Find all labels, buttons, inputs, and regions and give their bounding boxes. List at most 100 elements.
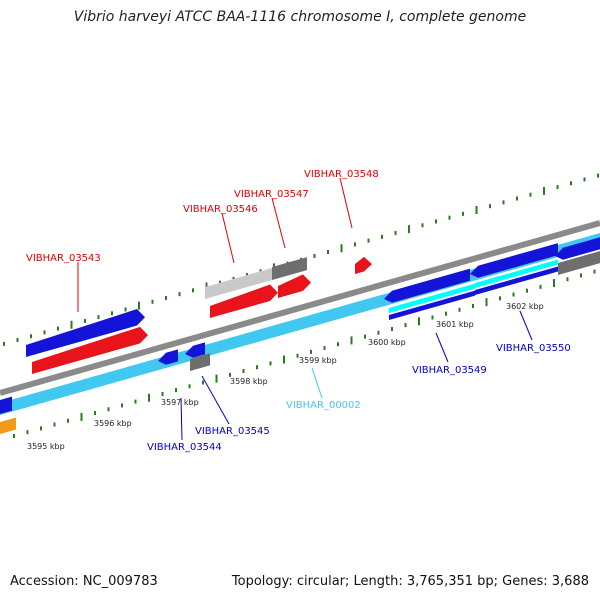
- gene-block-reverse: [389, 290, 475, 320]
- tick-dot: [151, 299, 154, 304]
- tick-dot: [57, 326, 59, 331]
- gene-block-forward: [210, 284, 278, 318]
- gene-block-forward: [32, 326, 148, 374]
- tick-dot: [566, 277, 569, 282]
- tick-dot: [256, 365, 258, 370]
- rna-band: [475, 259, 558, 288]
- tick-dot: [526, 288, 528, 293]
- tick-dot: [111, 311, 113, 316]
- tick-label: 3602 kbp: [506, 302, 544, 311]
- tick-label: 3597 kbp: [161, 398, 199, 407]
- tick-dot: [435, 219, 437, 224]
- tick-label: 3599 kbp: [299, 356, 337, 365]
- tick-dot: [485, 298, 488, 307]
- callout-line: [221, 212, 235, 264]
- tick-dot: [539, 284, 542, 289]
- tick-dot: [70, 320, 73, 329]
- tick-dot: [296, 353, 299, 358]
- tick-dot: [391, 326, 393, 331]
- tick-dot: [502, 200, 505, 205]
- gene-label: VIBHAR_03550: [496, 343, 571, 354]
- tick-label: 3598 kbp: [230, 377, 268, 386]
- tick-dot: [448, 215, 451, 220]
- accession-text: Accession: NC_009783: [10, 574, 158, 589]
- rna-band: [389, 283, 475, 313]
- tick-dot: [408, 225, 410, 234]
- callout-line: [180, 397, 183, 441]
- gene-block-reverse: [158, 349, 178, 365]
- tick-dot: [529, 192, 532, 197]
- tick-dot: [232, 276, 235, 281]
- tick-dot: [570, 181, 572, 186]
- gene-block-pseudo: [558, 251, 600, 275]
- callout-line: [339, 177, 353, 229]
- tick-dot: [556, 185, 559, 190]
- tick-dot: [215, 374, 218, 383]
- tick-dot: [80, 412, 83, 421]
- tick-dot: [53, 422, 56, 427]
- tick-dot: [418, 317, 420, 326]
- tick-dot: [499, 296, 501, 301]
- gene-block-reverse: [384, 268, 470, 303]
- tick-dot: [377, 330, 380, 335]
- tick-dot: [13, 434, 15, 439]
- tick-dot: [26, 430, 29, 435]
- tick-dot: [188, 384, 191, 389]
- tick-dot: [404, 323, 407, 328]
- tick-dot: [593, 269, 596, 274]
- gene-label: VIBHAR_03547: [234, 189, 309, 200]
- tick-dot: [553, 279, 555, 288]
- tick-dot: [84, 318, 86, 323]
- tick-label: 3596 kbp: [94, 419, 132, 428]
- gene-block-reverse: [475, 266, 558, 295]
- tick-dot: [242, 369, 245, 374]
- tick-dot: [192, 288, 194, 293]
- tick-dot: [94, 411, 96, 416]
- map-title: Vibrio harveyi ATCC BAA-1116 chromosome …: [73, 9, 527, 25]
- tick-dot: [178, 292, 181, 297]
- tick-dot: [259, 269, 262, 274]
- tick-dot: [597, 173, 599, 178]
- callout-line: [435, 332, 449, 363]
- tick-dot: [458, 307, 461, 312]
- tick-dot: [516, 196, 518, 201]
- gene-block-reverse: [0, 396, 12, 414]
- tick-dot: [462, 211, 464, 216]
- tick-dot: [269, 361, 272, 366]
- tick-dot: [121, 403, 123, 408]
- tick-label: 3601 kbp: [436, 320, 474, 329]
- tick-dot: [246, 273, 248, 278]
- callout-line: [271, 197, 286, 249]
- gene-block-forward: [355, 256, 372, 274]
- callout-line: [519, 310, 533, 341]
- tick-dot: [310, 349, 312, 354]
- gene-block-pseudo: [190, 353, 210, 371]
- tick-dot: [124, 307, 127, 312]
- tick-dot: [489, 204, 491, 209]
- gene-block-reverse: [555, 237, 600, 260]
- tick-dot: [337, 342, 339, 347]
- tick-dot: [583, 177, 586, 182]
- tick-dot: [219, 280, 221, 285]
- gene-block-reverse: [470, 243, 558, 278]
- gene-block-reverse: [26, 309, 145, 357]
- gene-label: VIBHAR_03544: [147, 442, 222, 453]
- tick-dot: [323, 346, 326, 351]
- tick-dot: [475, 206, 478, 215]
- tick-dot: [580, 273, 582, 278]
- tick-dot: [381, 234, 383, 239]
- tick-dot: [175, 388, 177, 393]
- tick-dot: [229, 372, 231, 377]
- gene-label: VIBHAR_00002: [286, 400, 361, 411]
- tick-dot: [97, 315, 100, 320]
- tick-dot: [313, 253, 316, 258]
- tick-dot: [350, 336, 353, 345]
- tick-dot: [138, 301, 140, 310]
- tick-dot: [431, 315, 434, 320]
- topology-text: Topology: circular; Length: 3,765,351 bp…: [231, 574, 589, 589]
- tick-dot: [364, 334, 366, 339]
- tick-dot: [40, 426, 42, 431]
- gene-block-forward: [278, 274, 311, 298]
- tick-dot: [30, 334, 32, 339]
